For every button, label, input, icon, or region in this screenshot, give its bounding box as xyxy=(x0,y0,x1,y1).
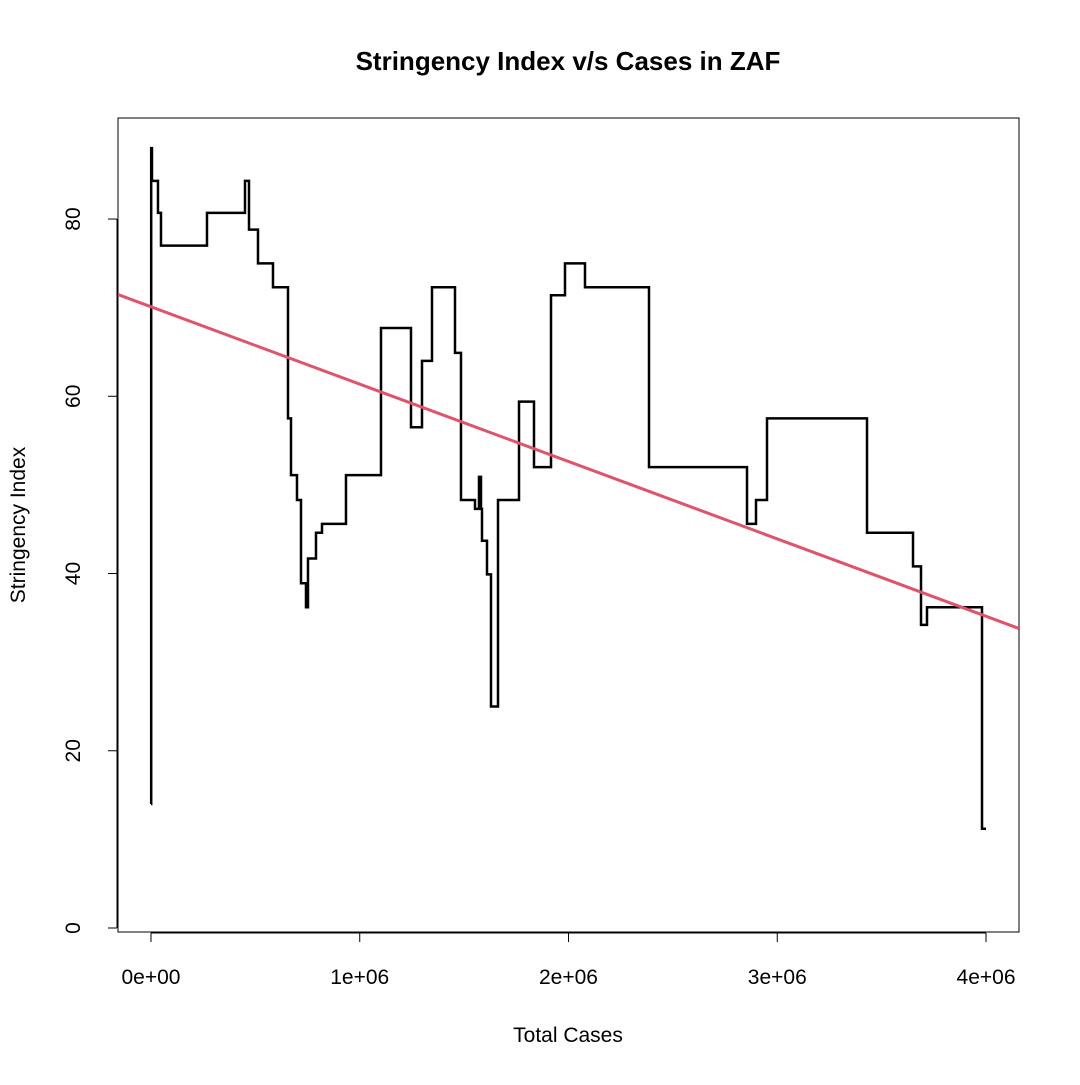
plot-frame xyxy=(117,117,1020,933)
y-tick-label: 20 xyxy=(62,739,85,762)
x-tick-label: 3e+06 xyxy=(748,966,807,989)
x-tick-label: 0e+00 xyxy=(121,966,180,989)
data-line xyxy=(149,146,986,831)
chart-title: Stringency Index v/s Cases in ZAF xyxy=(356,46,781,76)
y-tick-label: 40 xyxy=(62,562,85,585)
x-tick-label: 4e+06 xyxy=(957,966,1016,989)
y-tick-label: 80 xyxy=(62,207,85,230)
x-tick-label: 1e+06 xyxy=(330,966,389,989)
y-axis-label: Stringency Index xyxy=(7,446,30,603)
trend-line xyxy=(118,293,1019,630)
y-tick-label: 60 xyxy=(62,385,85,408)
x-tick-label: 2e+06 xyxy=(539,966,598,989)
y-tick-label: 0 xyxy=(62,922,85,934)
x-axis-label: Total Cases xyxy=(513,1024,623,1047)
